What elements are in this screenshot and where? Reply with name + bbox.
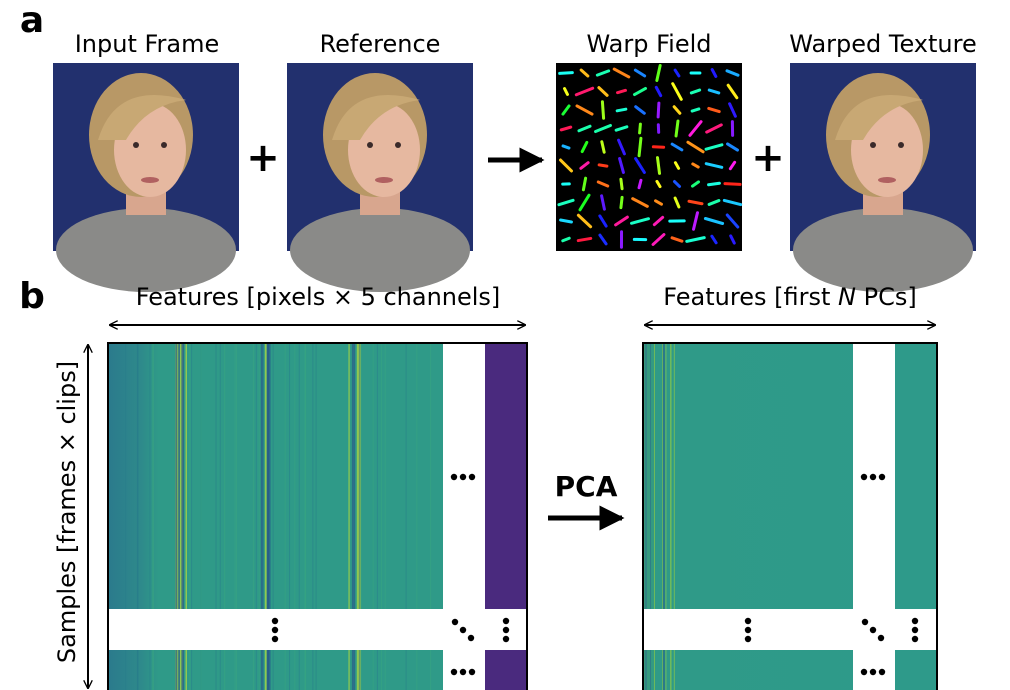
warp-arrow — [692, 109, 699, 111]
ellipsis-dot — [451, 474, 457, 480]
warp-arrow — [578, 238, 590, 240]
ellipsis-dot — [879, 474, 885, 480]
ellipsis-dot — [879, 669, 885, 675]
warp-arrow — [676, 121, 678, 136]
mouth — [375, 177, 393, 183]
figure: a Input Frame Reference Warp Field Warpe… — [0, 0, 1010, 690]
ellipsis-dot — [272, 627, 278, 633]
eye — [870, 142, 876, 148]
gap — [643, 609, 937, 650]
ellipsis-dot — [503, 627, 509, 633]
ellipsis-dot — [912, 627, 918, 633]
eye — [898, 142, 904, 148]
ellipsis-dot — [460, 627, 466, 633]
warp-arrow — [563, 146, 569, 148]
ellipsis-dot — [912, 636, 918, 642]
caption: Warp Field — [586, 30, 711, 58]
caption: Input Frame — [75, 30, 220, 58]
ellipsis-dot — [870, 669, 876, 675]
warp-arrow — [725, 184, 740, 185]
mouth — [141, 177, 159, 183]
ellipsis-dot — [503, 636, 509, 642]
eye — [367, 142, 373, 148]
sweater — [56, 208, 236, 292]
axis-title-part: PCs] — [856, 283, 917, 311]
ellipsis-dot — [272, 636, 278, 642]
caption: Warped Texture — [789, 30, 977, 58]
warp-arrow — [639, 138, 641, 155]
warp-arrow — [602, 102, 603, 119]
plus: + — [246, 135, 280, 181]
ellipsis-dot — [870, 627, 876, 633]
warp-arrow — [709, 183, 720, 185]
sweater — [793, 208, 973, 292]
axis-title-part: N — [838, 283, 856, 311]
axis-title-part: Features [first — [663, 283, 838, 311]
ellipsis-dot — [469, 474, 475, 480]
eye — [133, 142, 139, 148]
warp-arrow — [658, 103, 659, 117]
warp-arrow — [657, 158, 659, 174]
ellipsis-dot — [861, 474, 867, 480]
ellipsis-dot — [460, 669, 466, 675]
panel-label: a — [20, 0, 44, 41]
sweater — [290, 208, 470, 292]
ellipsis-dot — [451, 669, 457, 675]
axis-title: Features [first N PCs] — [663, 283, 916, 311]
ellipsis-dot — [745, 618, 751, 624]
warp-arrow — [621, 179, 622, 188]
ellipsis-dot — [460, 474, 466, 480]
eye — [161, 142, 167, 148]
warp-arrow — [560, 73, 573, 74]
ellipsis-dot — [862, 619, 868, 625]
warp-arrow — [640, 124, 641, 133]
warp-arrow — [617, 109, 626, 111]
ellipsis-dot — [745, 627, 751, 633]
warp-arrow — [639, 180, 641, 187]
mouth — [878, 177, 896, 183]
ellipsis-dot — [469, 669, 475, 675]
ellipsis-dot — [503, 618, 509, 624]
ellipsis-dot — [878, 635, 884, 641]
ellipsis-dot — [468, 635, 474, 641]
caption: Reference — [320, 30, 441, 58]
ellipsis-dot — [861, 669, 867, 675]
warp-arrow — [599, 165, 607, 166]
eye — [395, 142, 401, 148]
ellipsis-dot — [912, 618, 918, 624]
ellipsis-dot — [745, 636, 751, 642]
ellipsis-dot — [452, 619, 458, 625]
axis-title: Features [pixels × 5 channels] — [136, 283, 501, 311]
panel-label: b — [19, 276, 45, 317]
plus: + — [751, 135, 785, 181]
warp-arrow — [561, 220, 572, 222]
operation-label: PCA — [555, 470, 618, 503]
axis-title: Samples [frames × clips] — [53, 361, 81, 663]
warp-arrow — [621, 197, 622, 207]
ellipsis-dot — [272, 618, 278, 624]
ellipsis-dot — [870, 474, 876, 480]
